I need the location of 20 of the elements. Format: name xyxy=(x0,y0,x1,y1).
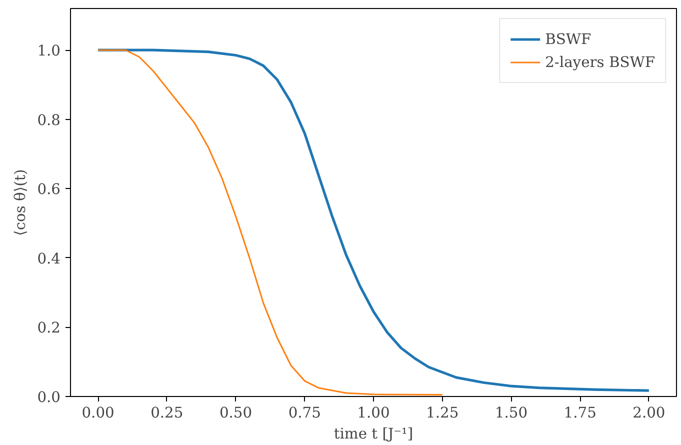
x-tick-label: 2.00 xyxy=(632,404,666,422)
y-tick-label: 0.4 xyxy=(37,250,61,268)
y-tick-label: 0.6 xyxy=(37,181,61,198)
x-axis-title: time t [J⁻¹] xyxy=(334,426,414,442)
x-tick-label: 0.25 xyxy=(150,404,184,422)
y-tick-label: 0.0 xyxy=(37,389,61,406)
x-tick-label: 1.75 xyxy=(564,404,596,422)
y-tick-label: 1.0 xyxy=(37,42,61,60)
x-tick-label: 0.00 xyxy=(82,404,114,422)
x-tick-label: 0.75 xyxy=(288,404,321,422)
legend-label: BSWF xyxy=(545,30,592,48)
x-tick-label: 1.50 xyxy=(494,404,528,422)
line-series xyxy=(97,49,444,396)
y-tick-label: 0.8 xyxy=(37,112,61,129)
y-tick-label: 0.2 xyxy=(37,320,61,337)
legend-label: 2-layers BSWF xyxy=(545,54,655,70)
x-tick-label: 1.00 xyxy=(357,404,390,422)
y-axis-title: ⟨cos θ⟩(t) xyxy=(12,169,30,236)
x-tick-label: 1.25 xyxy=(426,404,459,422)
x-tick-label: 0.50 xyxy=(219,404,252,422)
